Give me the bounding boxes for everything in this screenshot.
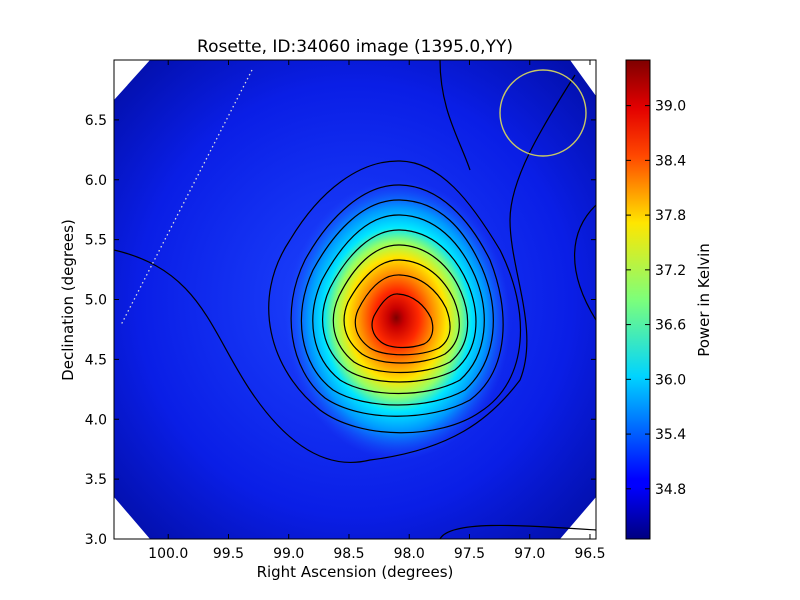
x-tick-label: 99.5 bbox=[213, 546, 244, 562]
contour-lines bbox=[114, 60, 596, 539]
colorbar-label: Power in Kelvin bbox=[695, 243, 713, 357]
y-tick-label: 4.0 bbox=[85, 412, 107, 428]
dotted-track-line bbox=[120, 69, 253, 326]
y-tick-label: 6.0 bbox=[85, 173, 107, 189]
colorbar-tick-label: 36.6 bbox=[655, 318, 686, 334]
colorbar-tick-label: 36.0 bbox=[655, 372, 686, 388]
contour-7 bbox=[343, 259, 460, 364]
colorbar-tick-label: 37.8 bbox=[655, 208, 686, 224]
contour-3 bbox=[300, 199, 494, 406]
colorbar-ticks: 34.8 35.4 36.0 36.6 37.2 37.8 38.4 39.0 bbox=[626, 99, 686, 498]
contour-outer bbox=[114, 74, 576, 464]
colorbar: 34.8 35.4 36.0 36.6 37.2 37.8 38.4 39.0 Power i… bbox=[625, 59, 713, 540]
y-axis-label: Declination (degrees) bbox=[59, 219, 77, 381]
colorbar-tick-label: 37.2 bbox=[655, 263, 686, 279]
x-tick-label: 98.0 bbox=[394, 546, 425, 562]
y-tick-label: 4.5 bbox=[85, 352, 107, 368]
x-tick-label: 98.5 bbox=[333, 546, 364, 562]
colorbar-tick-label: 38.4 bbox=[655, 153, 686, 169]
contour-4 bbox=[312, 214, 485, 395]
blank-corner-top-left bbox=[114, 60, 150, 100]
x-tick-label: 97.0 bbox=[514, 546, 545, 562]
colorbar-gradient bbox=[625, 59, 651, 540]
x-tick-label: 97.5 bbox=[454, 546, 485, 562]
blank-corner-top-right bbox=[570, 60, 596, 96]
colorbar-tick-label: 35.4 bbox=[655, 427, 686, 443]
y-tick-label: 6.5 bbox=[85, 113, 107, 129]
x-tick-label: 100.0 bbox=[148, 546, 188, 562]
y-tick-label: 3.0 bbox=[85, 532, 107, 548]
y-tick-label: 3.5 bbox=[85, 472, 107, 488]
contour-8 bbox=[354, 274, 451, 356]
chart-title: Rosette, ID:34060 image (1395.0,YY) bbox=[197, 37, 513, 57]
x-axis: 100.0 99.5 99.0 98.5 98.0 97.5 97.0 96.5 bbox=[148, 60, 606, 562]
contour-bottom-edge bbox=[439, 524, 596, 539]
y-tick-label: 5.5 bbox=[85, 233, 107, 249]
emission-peak-blob bbox=[248, 170, 548, 470]
x-axis-label: Right Ascension (degrees) bbox=[257, 563, 454, 581]
beam-circle bbox=[499, 69, 587, 157]
x-tick-label: 99.0 bbox=[273, 546, 304, 562]
plot-area bbox=[114, 60, 596, 539]
contour-5 bbox=[322, 229, 477, 383]
contour-9 bbox=[371, 293, 434, 349]
contour-right-edge bbox=[574, 204, 596, 321]
y-axis: 3.0 3.5 4.0 4.5 5.0 5.5 6.0 6.5 bbox=[85, 113, 596, 548]
y-tick-label: 5.0 bbox=[85, 293, 107, 309]
colorbar-tick-label: 39.0 bbox=[655, 99, 686, 115]
colorbar-tick-label: 34.8 bbox=[655, 482, 686, 498]
contour-6 bbox=[332, 244, 469, 374]
blank-corner-bottom-left bbox=[114, 497, 150, 539]
contour-1 bbox=[268, 160, 521, 434]
contour-top-arc bbox=[439, 60, 471, 171]
x-tick-label: 96.5 bbox=[574, 546, 605, 562]
contour-2 bbox=[290, 184, 504, 417]
